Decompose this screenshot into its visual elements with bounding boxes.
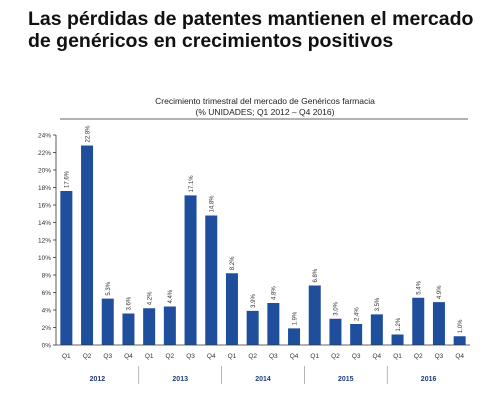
bar [267, 303, 280, 345]
bar [329, 318, 342, 345]
bar-data-label: 14.8% [209, 195, 215, 213]
bar-data-label: 8.2% [230, 256, 236, 270]
y-tick-label: 14% [38, 220, 51, 227]
x-tick-label: Q4 [124, 353, 133, 360]
y-tick-label: 6% [42, 290, 52, 297]
y-axis: 0% 2% 4% 6% 8% 10% 12% 14% 16% 18% 20% 22% 24% [38, 133, 57, 350]
bar [391, 334, 404, 345]
x-tick-label: Q3 [103, 353, 112, 360]
x-tick-label: Q1 [310, 353, 319, 360]
x-tick-label: Q4 [290, 353, 299, 360]
y-tick-label: 24% [38, 133, 51, 140]
bar-data-label: 3.9% [251, 294, 257, 308]
x-tick-label: Q2 [414, 353, 423, 360]
bar [432, 302, 445, 345]
x-axis: Q1 Q2 Q3 Q4 Q1 Q2 Q3 Q4 Q1 Q2 Q3 Q4 Q1 Q2 Q3 Q4 Q1 Q2 Q3 Q4… [56, 344, 470, 384]
y-tick-label: 12% [38, 238, 51, 245]
bar [60, 191, 73, 345]
x-tick-label: Q1 [145, 353, 154, 360]
bar-data-label: 3.5% [375, 297, 381, 311]
bar [205, 215, 218, 345]
y-tick-label: 22% [38, 150, 51, 157]
x-tick-label: Q2 [83, 353, 92, 360]
y-tick-label: 10% [38, 255, 51, 262]
y-tick-label: 16% [38, 203, 51, 210]
bar [81, 145, 94, 345]
bar-data-label: 22.8% [85, 125, 91, 143]
bar-data-label: 1.2% [396, 317, 402, 331]
y-tick-label: 4% [42, 308, 52, 315]
bar [288, 328, 301, 345]
bar-data-label: 6.8% [313, 268, 319, 282]
y-tick-label: 8% [42, 273, 52, 280]
year-label: 2014 [255, 376, 271, 383]
slide-headline: Las pérdidas de patentes mantienen el me… [28, 8, 474, 52]
year-label: 2016 [421, 376, 437, 383]
x-tick-label: Q4 [455, 353, 464, 360]
y-tick-label: 2% [42, 325, 52, 332]
bar-data-label: 17.6% [65, 170, 71, 188]
year-label: 2015 [338, 376, 354, 383]
bar [143, 308, 156, 345]
x-tick-label: Q3 [186, 353, 195, 360]
year-label: 2013 [172, 376, 188, 383]
year-label: 2012 [90, 376, 106, 383]
bar-data-label: 4.4% [168, 289, 174, 303]
x-tick-label: Q4 [373, 353, 382, 360]
bar-data-label: 5.3% [106, 281, 112, 295]
bar-data-label: 3.0% [334, 301, 340, 315]
x-tick-label: Q3 [352, 353, 361, 360]
x-tick-label: Q1 [393, 353, 402, 360]
bar [225, 273, 238, 345]
bar-data-label: 1.9% [292, 311, 298, 325]
bar [163, 306, 176, 345]
bars: 17.6% 22.8% 5.3% 3.6% 4.2% 4.4% 17.1% 14.8% 8.2%… [60, 125, 466, 345]
x-tick-label: Q2 [166, 353, 175, 360]
bar [184, 195, 197, 345]
bar-data-label: 5.4% [416, 280, 422, 294]
bar [101, 298, 114, 345]
bar-data-label: 2.4% [354, 307, 360, 321]
y-tick-label: 18% [38, 185, 51, 192]
chart-title: Crecimiento trimestral del mercado de Ge… [155, 96, 375, 106]
y-tick-label: 20% [38, 168, 51, 175]
x-tick-label: Q3 [435, 353, 444, 360]
bar [370, 314, 383, 345]
x-tick-label: Q3 [269, 353, 278, 360]
y-tick-label: 0% [42, 343, 52, 350]
bar [246, 310, 259, 345]
chart-subtitle: (% UNIDADES; Q1 2012 – Q4 2016) [196, 107, 335, 117]
bar-data-label: 4.2% [147, 291, 153, 305]
bar-data-label: 3.6% [127, 296, 133, 310]
bar-data-label: 4.8% [272, 286, 278, 300]
x-tick-label: Q1 [228, 353, 237, 360]
x-tick-label: Q2 [248, 353, 257, 360]
bar [308, 285, 321, 345]
bar-data-label: 1.0% [458, 319, 464, 333]
bar-data-label: 4.9% [437, 285, 443, 299]
bar-data-label: 17.1% [189, 175, 195, 193]
x-tick-label: Q1 [62, 353, 71, 360]
x-tick-label: Q4 [207, 353, 216, 360]
bar [453, 336, 466, 345]
bar [412, 297, 425, 345]
x-tick-label: Q2 [331, 353, 340, 360]
bar [350, 324, 363, 345]
bar [122, 313, 135, 345]
